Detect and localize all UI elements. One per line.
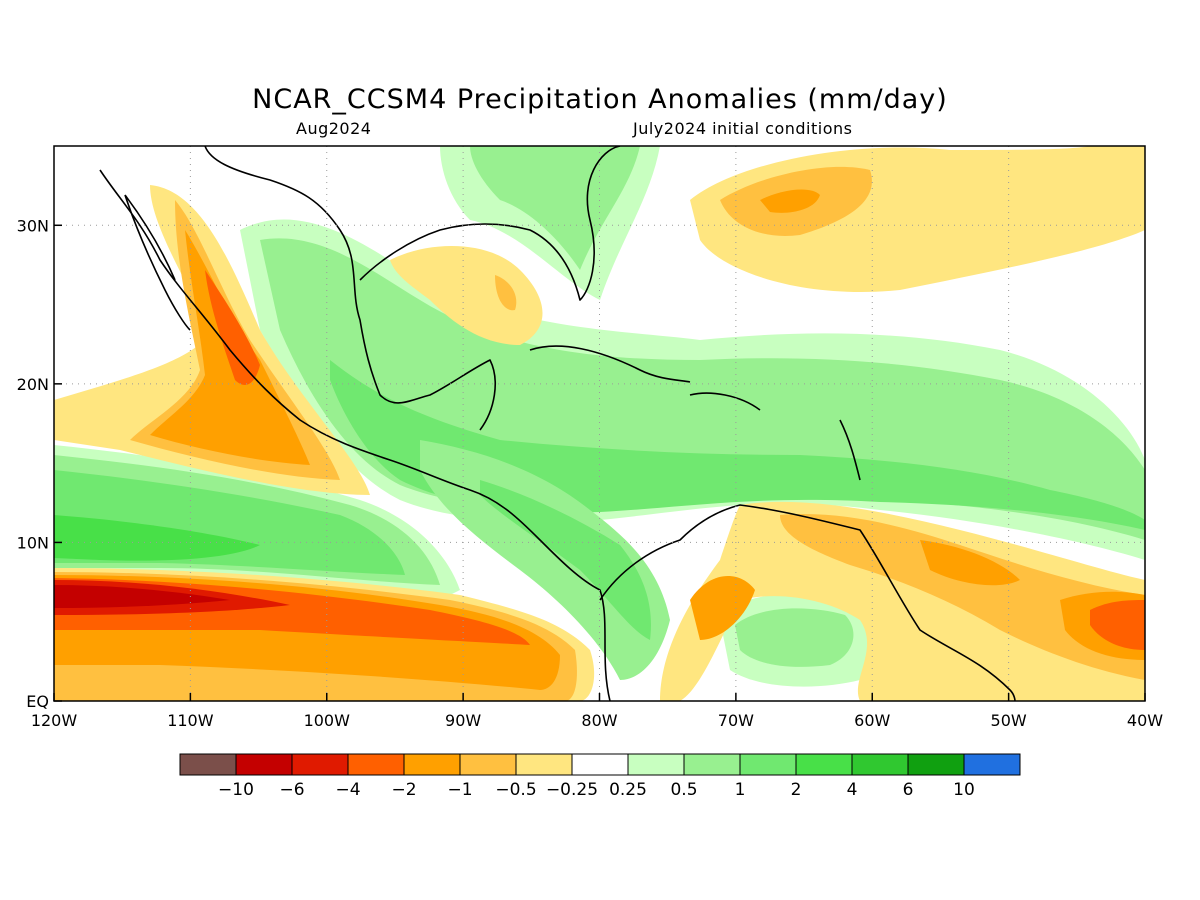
- coast-us-gulf: [359, 146, 621, 301]
- x-tick-label: 60W: [854, 711, 890, 730]
- y-tick-label: 30N: [17, 216, 49, 235]
- x-tick-label: 50W: [991, 711, 1027, 730]
- x-tick-label: 70W: [718, 711, 754, 730]
- wet-central-america-2: [480, 480, 651, 640]
- colorbar-label: 0.5: [670, 780, 697, 800]
- colorbar-label: 0.25: [609, 780, 647, 800]
- colorbar-label: −10: [218, 780, 254, 800]
- wet-venezuela-2: [735, 608, 854, 667]
- initial-conditions: July2024 initial conditions: [633, 119, 853, 138]
- colorbar-label: −4: [335, 780, 360, 800]
- colorbar-swatch: [627, 753, 685, 776]
- colorbar-swatch: [235, 753, 293, 776]
- dry-itcz-6: [54, 585, 230, 608]
- dry-south-caribbean-3: [920, 540, 1020, 586]
- colorbar-swatch: [571, 753, 629, 776]
- colorbar-label: 2: [791, 780, 802, 800]
- latitude-axis: EQ 10N 20N 30N: [17, 216, 62, 711]
- x-tick-label: 100W: [304, 711, 351, 730]
- colorbar-swatch: [291, 753, 349, 776]
- colorbar-swatch: [963, 753, 1021, 776]
- x-tick-label: 90W: [445, 711, 481, 730]
- dry-south-caribbean-2: [780, 514, 1145, 680]
- colorbar-label: −6: [279, 780, 304, 800]
- dry-mexico-coast-4: [205, 270, 260, 385]
- colorbar-label: −0.5: [495, 780, 536, 800]
- coast-gulf: [204, 146, 496, 431]
- colorbar-label: −2: [391, 780, 416, 800]
- y-tick-label: 20N: [17, 375, 49, 394]
- longitude-axis: 120W 110W 100W 90W 80W 70W 60W 50W 40W: [31, 693, 1163, 730]
- colorbar-swatch: [459, 753, 517, 776]
- colorbar-label: 4: [847, 780, 858, 800]
- x-tick-label: 110W: [167, 711, 214, 730]
- colorbar-swatch: [683, 753, 741, 776]
- coast-cuba: [529, 345, 691, 383]
- coast-hispaniola: [689, 392, 761, 411]
- colorbar-label: −1: [447, 780, 472, 800]
- coast-antilles: [839, 419, 861, 481]
- colorbar-label: 10: [953, 780, 975, 800]
- colorbar-swatch: [851, 753, 909, 776]
- lat-lon-grid: [54, 146, 1145, 701]
- anomaly-field: [54, 146, 1145, 701]
- colorbar-swatch: [347, 753, 405, 776]
- colorbar-swatch: [795, 753, 853, 776]
- colorbar-swatch: [403, 753, 461, 776]
- dry-colombia: [690, 576, 755, 640]
- y-tick-label: 10N: [17, 533, 49, 552]
- dry-atlantic-3: [760, 189, 820, 213]
- colorbar-label: −0.25: [546, 780, 598, 800]
- colorbar-label: 1: [735, 780, 746, 800]
- colorbar-swatch: [907, 753, 965, 776]
- map-title: NCAR_CCSM4 Precipitation Anomalies (mm/d…: [252, 84, 948, 115]
- colorbar: −10 −6 −4 −2 −1 −0.5 −0.25 0.25 0.5 1 2 4 6 10: [179, 753, 1021, 800]
- dry-east-atlantic-2: [1090, 600, 1145, 650]
- colorbar-swatch: [179, 753, 237, 776]
- coast-baja: [124, 194, 191, 331]
- wet-band-pacific-4: [54, 515, 260, 561]
- dry-gulf-2: [495, 275, 517, 311]
- forecast-month: Aug2024: [296, 119, 372, 138]
- y-tick-label: EQ: [26, 692, 49, 711]
- dry-gulf: [390, 246, 543, 345]
- coast-south-america: [599, 504, 1016, 701]
- colorbar-label: 6: [903, 780, 914, 800]
- coast-mexico-pacific: [99, 169, 611, 701]
- x-tick-label: 40W: [1127, 711, 1163, 730]
- wet-central-america: [420, 440, 670, 680]
- colorbar-swatch: [515, 753, 573, 776]
- x-tick-label: 80W: [581, 711, 617, 730]
- coastlines: [99, 146, 1016, 701]
- x-tick-label: 120W: [31, 711, 78, 730]
- wet-florida-2: [470, 146, 640, 270]
- colorbar-swatch: [739, 753, 797, 776]
